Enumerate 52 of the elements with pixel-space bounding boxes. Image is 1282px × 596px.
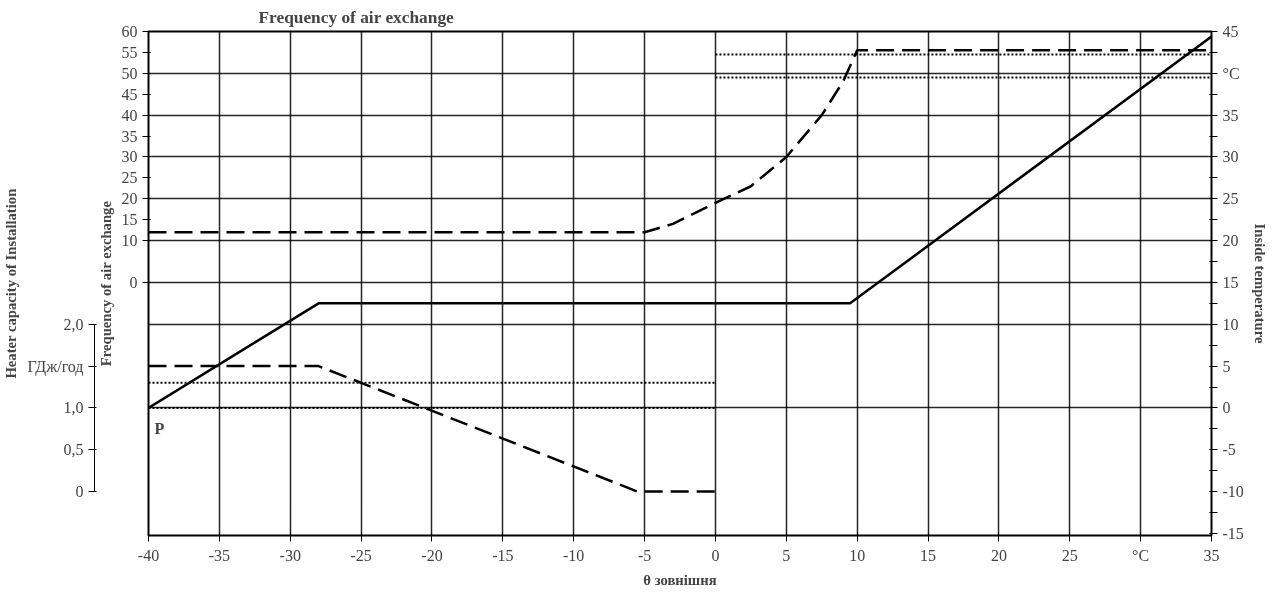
x-tick-label: 5 [782, 546, 791, 564]
x-axis-title: θ зовнішня [643, 571, 717, 588]
y3-axis-title: Heater capacity of Installation [3, 188, 20, 379]
y-tick-label: 10 [121, 232, 138, 250]
y-axis-title: Frequency of air exchange [97, 200, 114, 367]
y-tick-label: 15 [121, 211, 138, 229]
y3-tick-label: 1,0 [63, 399, 84, 417]
x-tick-label: -35 [208, 546, 231, 564]
y2-tick-label: 15 [1222, 273, 1239, 291]
y-tick-label: 35 [121, 127, 138, 145]
x-tick-label: 15 [920, 546, 937, 564]
y-tick-label: 20 [121, 190, 138, 208]
x-tick-label: -30 [279, 546, 301, 564]
y-tick-label: 60 [121, 23, 138, 40]
y2-axis-title: Inside temperature [1251, 223, 1268, 344]
annotation: P [154, 419, 165, 437]
x-tick-label: 25 [1061, 546, 1078, 564]
y-tick-label: 0 [129, 273, 138, 291]
y2-tick-label: 30 [1222, 148, 1239, 166]
y3-tick-label: 0 [75, 483, 84, 501]
x-tick-label: -40 [137, 546, 160, 564]
y3-tick-label: ГДж/год [27, 357, 84, 376]
y2-tick-label: -15 [1222, 524, 1244, 542]
x-tick-label: 10 [849, 546, 866, 564]
y-tick-label: 25 [121, 169, 138, 187]
y2-tick-label: 20 [1222, 232, 1239, 250]
y2-tick-label: 0 [1222, 399, 1231, 417]
y2-tick-label: -5 [1222, 441, 1236, 459]
y3-tick-label: 2,0 [63, 315, 84, 333]
x-tick-label: 20 [990, 546, 1007, 564]
y3-tick-label: 0,5 [63, 441, 84, 459]
chart-title: Frequency of air exchange [258, 7, 455, 27]
y-tick-label: 30 [121, 148, 138, 166]
x-tick-label: -20 [421, 546, 443, 564]
x-tick-label: 0 [711, 546, 720, 564]
x-tick-label: °C [1132, 546, 1150, 564]
x-tick-label: -25 [350, 546, 372, 564]
y2-tick-label: 25 [1222, 190, 1239, 208]
x-tick-label: -5 [637, 546, 652, 564]
y-tick-label: 40 [121, 106, 138, 124]
y-tick-label: 45 [121, 85, 138, 103]
x-tick-label: 35 [1203, 546, 1220, 564]
y2-tick-label: -10 [1222, 483, 1244, 501]
y2-tick-label: °C [1222, 64, 1240, 82]
x-tick-label: -10 [563, 546, 585, 564]
y-tick-label: 50 [121, 64, 138, 82]
y2-tick-label: 35 [1222, 106, 1239, 124]
x-tick-label: -15 [492, 546, 514, 564]
y-tick-label: 55 [121, 43, 138, 61]
y2-tick-label: 5 [1222, 357, 1231, 375]
y2-tick-label: 45 [1222, 23, 1239, 40]
y2-tick-label: 10 [1222, 315, 1239, 333]
